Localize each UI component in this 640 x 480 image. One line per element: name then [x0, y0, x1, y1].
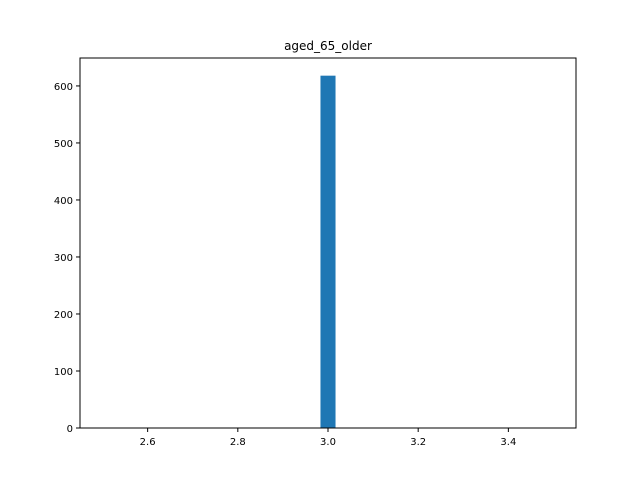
- x-tick-label: 3.4: [500, 437, 516, 448]
- y-tick-label: 400: [54, 196, 73, 207]
- y-tick-label: 100: [54, 367, 73, 378]
- x-tick-label: 2.8: [230, 437, 246, 448]
- y-tick-label: 600: [54, 82, 73, 93]
- histogram-bar: [320, 75, 336, 428]
- y-axis-ticks: 0 100 200 300 400 500 600: [54, 82, 80, 435]
- bars-group: [320, 75, 336, 428]
- chart-title: aged_65_older: [284, 39, 372, 53]
- x-tick-label: 3.2: [410, 437, 426, 448]
- x-tick-label: 2.6: [140, 437, 156, 448]
- y-tick-label: 0: [67, 424, 73, 435]
- y-tick-label: 200: [54, 310, 73, 321]
- y-tick-label: 500: [54, 139, 73, 150]
- x-tick-label: 3.0: [320, 437, 336, 448]
- plot-frame: [79, 57, 577, 429]
- x-axis-ticks: 2.6 2.8 3.0 3.2 3.4: [140, 428, 516, 448]
- y-tick-label: 300: [54, 253, 73, 264]
